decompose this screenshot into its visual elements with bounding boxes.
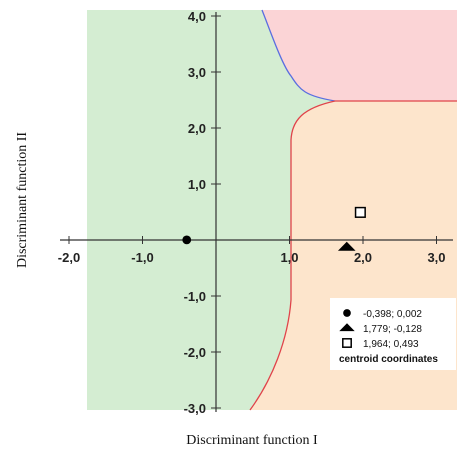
y-tick-label: -1,0 xyxy=(184,289,206,304)
x-tick-label: 3,0 xyxy=(427,250,445,265)
y-axis-label: Discriminant function II xyxy=(15,132,30,268)
axes xyxy=(60,12,453,412)
y-tick-label: 4,0 xyxy=(188,9,206,24)
x-tick-label: -1,0 xyxy=(131,250,153,265)
legend-entry: 1,779; -0,128 xyxy=(363,324,422,335)
legend-entry: 1,964; 0,493 xyxy=(363,339,419,350)
boundary-green-orange xyxy=(249,100,336,411)
x-tick-label: -2,0 xyxy=(58,250,80,265)
boundary-green-red xyxy=(261,9,336,102)
y-tick-label: 1,0 xyxy=(188,177,206,192)
legend-entry: -0,398; 0,002 xyxy=(363,309,422,320)
y-tick-label: -3,0 xyxy=(184,401,206,416)
legend-marker-square xyxy=(342,338,352,348)
data-point-triangle xyxy=(337,241,356,251)
legend-title: centroid coordinates xyxy=(339,354,438,365)
x-tick-label: 2,0 xyxy=(354,250,372,265)
legend-marker-triangle xyxy=(339,323,355,332)
boundaries xyxy=(249,9,457,411)
legend-marker-circle xyxy=(343,309,351,317)
data-point-circle xyxy=(182,235,192,245)
legend: -0,398; 0,002 1,779; -0,128 1,964; 0,493 ce… xyxy=(330,298,456,370)
data-point-square xyxy=(354,206,366,218)
y-tick-label: -2,0 xyxy=(184,345,206,360)
y-tick-label: 2,0 xyxy=(188,121,206,136)
y-tick-label: 3,0 xyxy=(188,65,206,80)
region-red xyxy=(262,10,457,101)
x-axis-label: Discriminant function I xyxy=(186,433,318,448)
regions xyxy=(87,10,457,410)
data-points xyxy=(182,206,366,251)
region-green xyxy=(87,10,335,410)
legend-box xyxy=(330,298,456,370)
ticks: -2,0 -1,0 1,0 2,0 3,0 4,0 3,0 2,0 1,0 -1,0 -2,0 -3,… xyxy=(58,9,446,416)
x-tick-label: 1,0 xyxy=(280,250,298,265)
